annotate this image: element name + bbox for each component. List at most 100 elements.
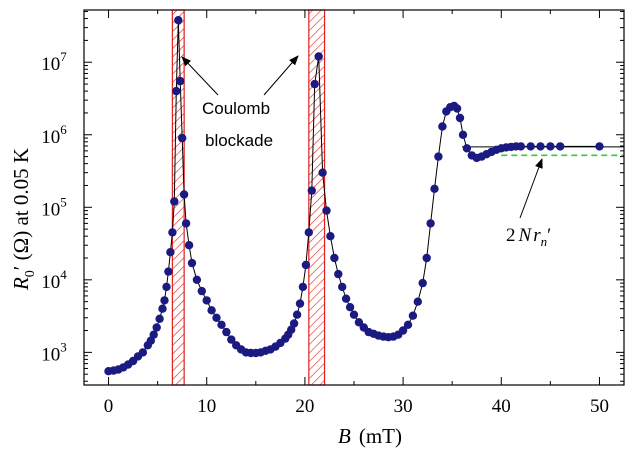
data-point [178, 133, 187, 143]
coulomb-label-line1: Coulomb [202, 99, 270, 118]
data-point [184, 241, 194, 250]
x-axis-unit: (mT) [359, 424, 402, 448]
data-point [318, 168, 327, 177]
data-point [526, 142, 535, 151]
data-point [174, 16, 183, 25]
data-point [162, 282, 171, 292]
formula-subscript: n [541, 234, 548, 249]
data-point [338, 282, 347, 292]
data-point [408, 311, 418, 320]
coulomb-arrow-right [263, 55, 299, 96]
x-tick-label: 30 [394, 396, 413, 417]
data-point [398, 326, 408, 335]
data-point [176, 76, 185, 86]
data-point [152, 323, 161, 332]
data-point [138, 348, 148, 357]
plot-frame [83, 9, 625, 386]
data-point [172, 86, 181, 96]
data-point [212, 313, 221, 322]
data-point [166, 248, 175, 257]
y-tick-base: 10 [41, 344, 60, 365]
coulomb-label-line2: blockade [205, 131, 273, 150]
y-axis-rest: ′ (Ω) at 0.05 K [9, 148, 33, 270]
y-tick-exponent: 4 [60, 267, 67, 282]
data-point [438, 122, 447, 131]
formula-prime: ′ [547, 225, 551, 246]
data-point [155, 314, 164, 323]
coulomb-blockade-bands [171, 9, 326, 386]
data-point [197, 286, 206, 296]
data-point [187, 258, 197, 268]
data-point [207, 306, 216, 315]
data-point [307, 186, 316, 195]
data-point [334, 269, 343, 279]
data-point [595, 142, 604, 151]
x-tick-label: 10 [197, 396, 216, 417]
data-point [170, 197, 179, 206]
data-point [403, 320, 413, 329]
axis-ticks [84, 10, 624, 385]
formula-two: 2 [506, 225, 516, 246]
data-point [168, 228, 177, 237]
x-axis-title: B (mT) [338, 424, 402, 448]
data-point [298, 282, 308, 292]
data-point [222, 327, 231, 337]
data-point [292, 310, 302, 319]
y-tick-exponent: 3 [60, 339, 67, 354]
y-tick-label: 107 [41, 49, 67, 75]
y-tick-base: 10 [41, 54, 60, 75]
data-point [158, 304, 167, 313]
data-point [430, 184, 439, 193]
y-tick-base: 10 [41, 127, 60, 148]
data-point [556, 142, 565, 151]
data-point [341, 294, 351, 303]
data-point [422, 253, 431, 263]
data-point [418, 278, 427, 288]
data-point [289, 319, 299, 328]
y-tick-exponent: 5 [60, 194, 67, 209]
data-point [164, 267, 173, 276]
y-tick-label: 104 [41, 267, 67, 293]
y-tick-base: 10 [41, 199, 60, 220]
data-point [179, 190, 189, 199]
data-point [304, 228, 313, 237]
data-point [227, 335, 236, 344]
data-point [322, 206, 331, 215]
data-point [345, 303, 355, 312]
data-point [462, 144, 472, 153]
y-tick-exponent: 7 [60, 49, 67, 64]
data-point [413, 297, 422, 306]
data-point [149, 330, 158, 339]
data-point [458, 130, 468, 139]
data-point [330, 253, 339, 263]
data-point [301, 260, 311, 270]
data-point [455, 113, 465, 123]
formula-r: r [533, 225, 541, 246]
y-tick-label: 106 [41, 122, 67, 148]
y-tick-label: 103 [41, 339, 67, 365]
data-point [452, 104, 462, 113]
data-point [295, 299, 305, 308]
data-point [310, 79, 319, 89]
formula-arrow [519, 158, 543, 219]
y-axis-symbol: R [9, 277, 33, 291]
data-point [349, 310, 359, 319]
data-point [192, 275, 202, 284]
data-point [217, 320, 226, 329]
data-point [426, 219, 435, 228]
x-tick-label: 0 [104, 396, 114, 417]
x-tick-label: 20 [295, 396, 314, 417]
data-point [314, 52, 323, 61]
data-point [434, 152, 443, 161]
y-axis-subscript: 0 [23, 270, 38, 277]
data-point [546, 142, 555, 151]
data-point [202, 296, 211, 305]
y-tick-base: 10 [41, 272, 60, 293]
x-tick-label: 40 [492, 396, 511, 417]
y-axis-title: R0′ (Ω) at 0.05 K [9, 148, 38, 291]
data-point [326, 232, 335, 241]
data-point [516, 142, 526, 151]
x-tick-labels: 0 10 20 30 40 50 [104, 396, 609, 417]
data-point [536, 142, 545, 151]
